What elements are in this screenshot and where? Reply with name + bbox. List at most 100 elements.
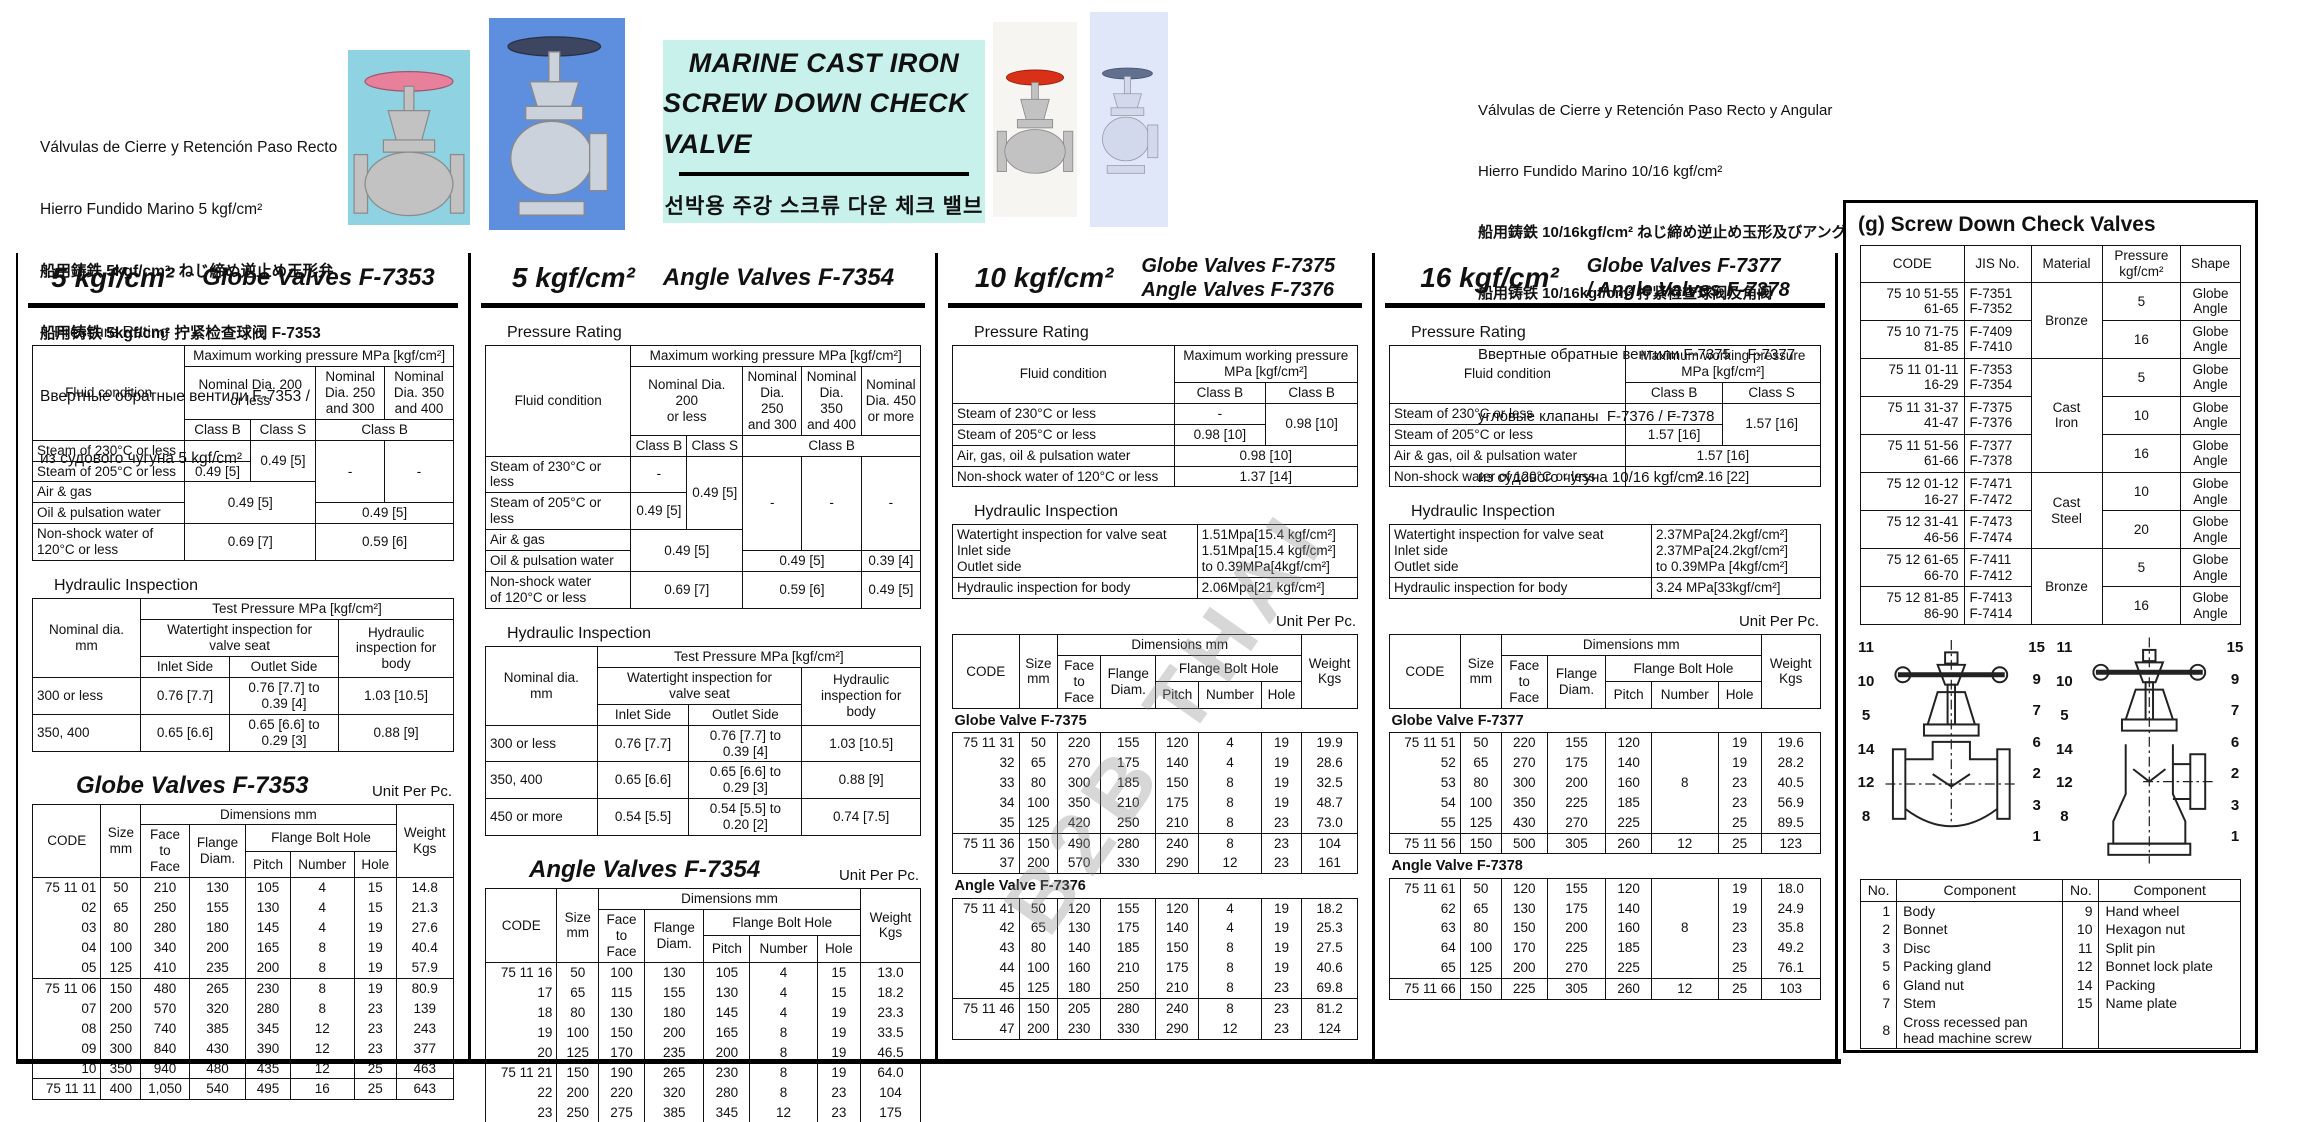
table-cell: 220: [1057, 731, 1102, 753]
table-cell: 8: [1198, 772, 1262, 793]
table-cell: 250: [100, 1018, 142, 1039]
valve-codes-table: CODE JIS No. Material Pressure kgf/cm² Shape…: [1860, 245, 2241, 626]
table-header-cell: Weight Kgs: [1301, 634, 1358, 709]
angle-valve-image: [507, 36, 608, 216]
table-cell: 23: [816, 1103, 862, 1122]
table-cell: 33.5: [860, 1022, 921, 1043]
table-cell: 08: [31, 1018, 102, 1039]
column-angle-f7354: 5 kgf/cm² Angle Valves F-7354 Pressure R…: [468, 253, 935, 1122]
table-cell: F-7471 F-7472: [1963, 471, 2032, 512]
table-cell: 27.6: [395, 918, 455, 938]
table-cell: 5: [2101, 357, 2182, 397]
valve-name-label: Globe Valves F-7353: [202, 264, 435, 291]
table-cell: 75 11 66: [1389, 978, 1461, 1000]
table-cell: Angle Valve F-7378: [1389, 853, 1821, 879]
table-cell: 5: [2101, 548, 2182, 588]
pressure-class-label: 5 kgf/cm²: [51, 262, 175, 293]
table-cell: Angle Valve F-7376: [952, 873, 1358, 898]
table-cell: Cast Steel: [2030, 471, 2103, 550]
table-header-cell: Maximum working pressure MPa [kgf/cm²]: [630, 345, 921, 367]
table-cell: F-7351 F-7352: [1963, 281, 2032, 321]
column-title: 16 kgf/cm² Globe Valves F-7377 / Angle V…: [1385, 253, 1825, 308]
table-cell: 23: [1717, 938, 1762, 959]
table-cell: 0.98 [10]: [1173, 444, 1359, 467]
table-cell: -: [801, 455, 862, 552]
table-header-cell: Class B: [315, 418, 454, 441]
valve-name-line2: / Angle Valves F-7378: [1586, 279, 1790, 301]
table-cell: Steam of 230°C or less: [952, 402, 1175, 425]
table-cell: -: [384, 439, 454, 504]
table-cell: 18.0: [1760, 877, 1822, 899]
table-header-cell: No.: [2062, 879, 2100, 902]
valve-name-label: Angle Valves F-7354: [662, 264, 895, 291]
table-cell: 23: [484, 1103, 558, 1122]
table-cell: 495: [245, 1078, 291, 1100]
table-cell: 23: [1260, 832, 1303, 854]
table-cell: 4: [749, 961, 818, 983]
table-cell: 185: [1605, 792, 1652, 813]
bottom-rule: [16, 1059, 1841, 1064]
table-cell: 65: [1459, 752, 1503, 773]
callout-number: 14: [1857, 740, 1875, 758]
table-cell: 32.5: [1301, 772, 1358, 793]
table-cell: 4: [749, 982, 818, 1003]
table-cell: 155: [188, 898, 247, 919]
table-cell: 160: [1057, 958, 1102, 979]
table-cell: 4: [1198, 731, 1262, 753]
table-cell: 300 or less: [485, 724, 598, 763]
table-cell: 80: [1018, 772, 1059, 793]
table-cell: Hexagon nut: [2098, 920, 2241, 939]
title-divider: [679, 172, 969, 177]
table-cell: 28.6: [1301, 752, 1358, 773]
table-cell: 240: [1155, 998, 1200, 1020]
main-title-line2: SCREW DOWN CHECK VALVE: [663, 88, 968, 159]
table-cell: 170: [598, 1042, 646, 1063]
table-cell: 8: [1198, 978, 1262, 999]
table-cell: Stem: [1896, 994, 2064, 1013]
table-header-cell: Fluid condition: [1389, 345, 1626, 404]
table-cell: 19: [1260, 772, 1303, 793]
table-cell: 10: [2062, 920, 2100, 939]
pressure-rating-table: Fluid condition Maximum working pressure …: [484, 345, 922, 609]
table-cell: 12: [1198, 1019, 1262, 1040]
table-cell: 185: [1605, 938, 1652, 959]
table-cell: 11: [2062, 938, 2100, 958]
hydraulic-inspection-label: Hydraulic Inspection: [507, 624, 652, 642]
table-cell: 280: [1100, 998, 1157, 1020]
table-cell: 8: [1650, 731, 1719, 834]
table-cell: 200: [1018, 853, 1059, 874]
table-cell: 24.9: [1760, 898, 1822, 919]
table-cell: 190: [598, 1062, 646, 1084]
hydraulic-inspection-label: Hydraulic Inspection: [1411, 503, 1556, 521]
table-cell: 42: [952, 918, 1020, 939]
unit-label: Unit Per Pc.: [371, 782, 452, 800]
table-cell: 0.59 [6]: [315, 523, 454, 562]
table-cell: 150: [100, 977, 142, 999]
table-cell: 275: [598, 1103, 646, 1122]
table-cell: 15: [2062, 994, 2100, 1013]
table-cell: 15: [354, 898, 397, 919]
valve-name-label: Globe Valves F-7375 Angle Valves F-7376: [1141, 254, 1335, 302]
table-cell: 243: [395, 1018, 455, 1039]
table-cell: 47: [952, 1019, 1020, 1040]
table-cell: 270: [1057, 752, 1102, 773]
table-cell: 09: [31, 1038, 102, 1059]
header-right-line: 船用铸铁 10/16kgf/cm² 拧紧检查球阀及角阀: [1478, 285, 1773, 303]
table-cell: Gland nut: [1896, 975, 2064, 995]
table-cell: 4: [749, 1002, 818, 1023]
table-cell: 420: [1057, 812, 1102, 834]
column-f7377-f7378: 16 kgf/cm² Globe Valves F-7377 / Angle V…: [1372, 253, 1838, 1059]
table-cell: 75 11 06: [31, 977, 102, 999]
table-cell: Air & gas: [31, 481, 186, 504]
component-list-table: No. Component No. Component 1 Body 9 Hand wheel…: [1859, 879, 2241, 1049]
table-cell: 180: [188, 918, 247, 938]
valve-name-line2: Angle Valves F-7376: [1141, 279, 1335, 301]
table-cell: 75 12 61-65 66-70: [1860, 548, 1965, 588]
table-cell: 155: [644, 982, 705, 1003]
table-cell: 290: [1155, 1019, 1200, 1040]
table-cell: F-7473 F-7474: [1963, 510, 2032, 550]
table-cell: Oil & pulsation water: [484, 550, 632, 573]
table-cell: 50: [1459, 877, 1503, 899]
table-cell: 0.59 [6]: [742, 571, 862, 609]
table-cell: 145: [703, 1002, 751, 1023]
